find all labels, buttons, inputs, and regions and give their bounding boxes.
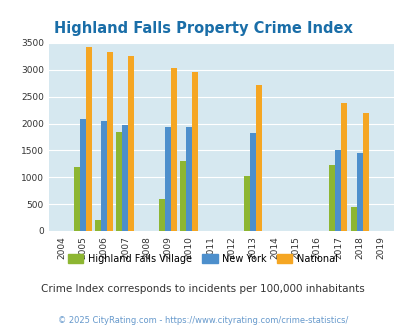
Bar — [128, 56, 134, 231]
Text: Highland Falls Property Crime Index: Highland Falls Property Crime Index — [53, 21, 352, 36]
Bar — [116, 132, 122, 231]
Bar — [335, 150, 341, 231]
Bar — [101, 121, 107, 231]
Bar — [180, 161, 186, 231]
Text: Crime Index corresponds to incidents per 100,000 inhabitants: Crime Index corresponds to incidents per… — [41, 284, 364, 294]
Bar — [159, 199, 164, 231]
Text: © 2025 CityRating.com - https://www.cityrating.com/crime-statistics/: © 2025 CityRating.com - https://www.city… — [58, 316, 347, 325]
Bar — [192, 73, 198, 231]
Bar — [80, 119, 85, 231]
Bar — [122, 125, 128, 231]
Bar — [329, 165, 335, 231]
Bar — [164, 127, 171, 231]
Bar — [95, 220, 101, 231]
Bar — [341, 103, 347, 231]
Bar — [74, 167, 80, 231]
Bar — [256, 85, 262, 231]
Bar — [186, 127, 192, 231]
Bar — [362, 113, 368, 231]
Legend: Highland Falls Village, New York, National: Highland Falls Village, New York, Nation… — [64, 249, 341, 267]
Bar — [171, 68, 177, 231]
Bar — [107, 52, 113, 231]
Bar — [85, 47, 92, 231]
Bar — [356, 153, 362, 231]
Bar — [249, 133, 256, 231]
Bar — [244, 176, 249, 231]
Bar — [350, 207, 356, 231]
